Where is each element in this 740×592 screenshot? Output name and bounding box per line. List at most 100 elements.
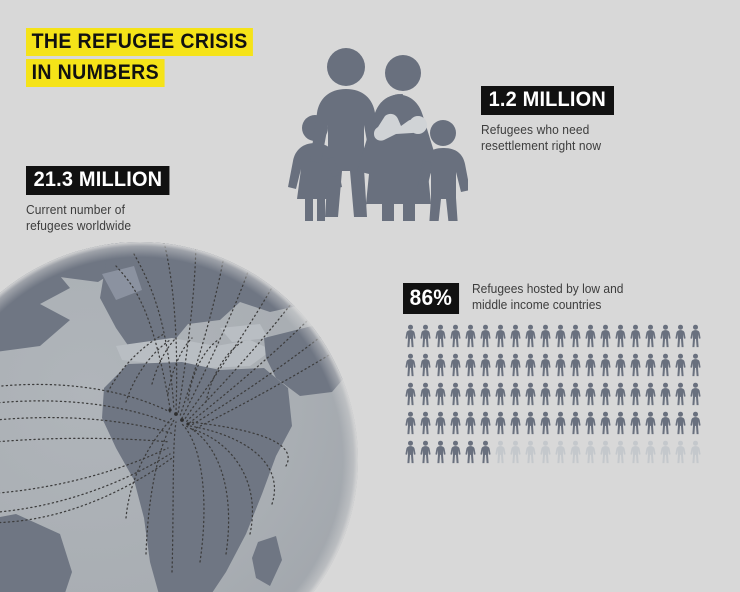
person-icon [673,322,688,351]
person-icon [493,380,508,409]
person-icon [613,380,628,409]
person-icon [463,380,478,409]
page-title: THE REFUGEE CRISIS IN NUMBERS [26,28,270,90]
family-figure-baby [374,113,427,141]
person-icon [628,351,643,380]
page-title-line-1: THE REFUGEE CRISIS [26,28,254,56]
person-icon [568,438,583,467]
person-icon [478,409,493,438]
person-icon [613,322,628,351]
person-icon [628,438,643,467]
person-icon [583,380,598,409]
person-icon [508,409,523,438]
person-icon [493,409,508,438]
stat-caption: Current number of refugees worldwide [26,203,132,233]
person-icon [628,322,643,351]
percent-caption: Refugees hosted by low and middle income… [471,282,624,312]
person-icon [643,351,658,380]
person-icon [598,351,613,380]
person-icon [628,409,643,438]
person-icon [403,322,418,351]
person-icon [673,380,688,409]
person-icon [448,351,463,380]
person-icon [553,322,568,351]
person-icon [403,380,418,409]
person-icon [523,409,538,438]
person-icon [568,351,583,380]
person-icon [658,351,673,380]
percent-value-badge: 86% [403,283,459,314]
person-icon [463,322,478,351]
person-icon [463,438,478,467]
person-icon [583,322,598,351]
person-icon [418,438,433,467]
family-figure-man [310,48,382,217]
person-icon [448,322,463,351]
person-icon [433,322,448,351]
person-icon [463,409,478,438]
person-icon [568,322,583,351]
person-icon [688,438,703,467]
person-icon [538,351,553,380]
person-icon [523,438,538,467]
person-icon [538,322,553,351]
person-icon [418,409,433,438]
person-icon [568,380,583,409]
person-icon [508,380,523,409]
person-icon [598,409,613,438]
refugee-family-illustration [282,33,470,227]
person-icon [598,322,613,351]
stat-value-badge: 1.2 MILLION [481,86,614,115]
person-icon [673,438,688,467]
person-icon [628,380,643,409]
globe-edge-fade [0,242,358,592]
person-icon [598,438,613,467]
person-icon [448,438,463,467]
person-icon [553,409,568,438]
person-icon [433,351,448,380]
person-icon [568,409,583,438]
person-icon [508,438,523,467]
person-icon [658,380,673,409]
person-icon [658,322,673,351]
person-icon [403,409,418,438]
page-title-line-2: IN NUMBERS [26,59,165,87]
family-hand-link-left [327,157,339,177]
person-icon [508,351,523,380]
person-icon [658,438,673,467]
person-icon [448,380,463,409]
person-icon [493,351,508,380]
person-icon [688,322,703,351]
person-icon [553,380,568,409]
landmass-asia [302,242,358,338]
person-icon [418,351,433,380]
person-icon [598,380,613,409]
person-icon [643,380,658,409]
person-icon [403,438,418,467]
person-icon [643,322,658,351]
person-icon [523,380,538,409]
person-icon [523,322,538,351]
person-icon [418,380,433,409]
people-pictogram-chart [403,322,703,467]
person-icon [403,351,418,380]
person-icon [433,380,448,409]
person-icon [538,380,553,409]
person-icon [658,409,673,438]
person-icon [433,438,448,467]
person-icon [493,322,508,351]
person-icon [643,438,658,467]
person-icon [508,322,523,351]
person-icon [478,380,493,409]
family-hand-link-right [420,161,432,181]
person-icon [538,438,553,467]
stat-caption: Refugees who need resettlement right now [481,123,602,153]
person-icon [583,438,598,467]
stat-refugees-worldwide: 21.3 MILLION Current number of refugees … [26,166,177,234]
person-icon [688,351,703,380]
person-icon [418,322,433,351]
person-icon [583,351,598,380]
person-icon [673,351,688,380]
person-icon [583,409,598,438]
